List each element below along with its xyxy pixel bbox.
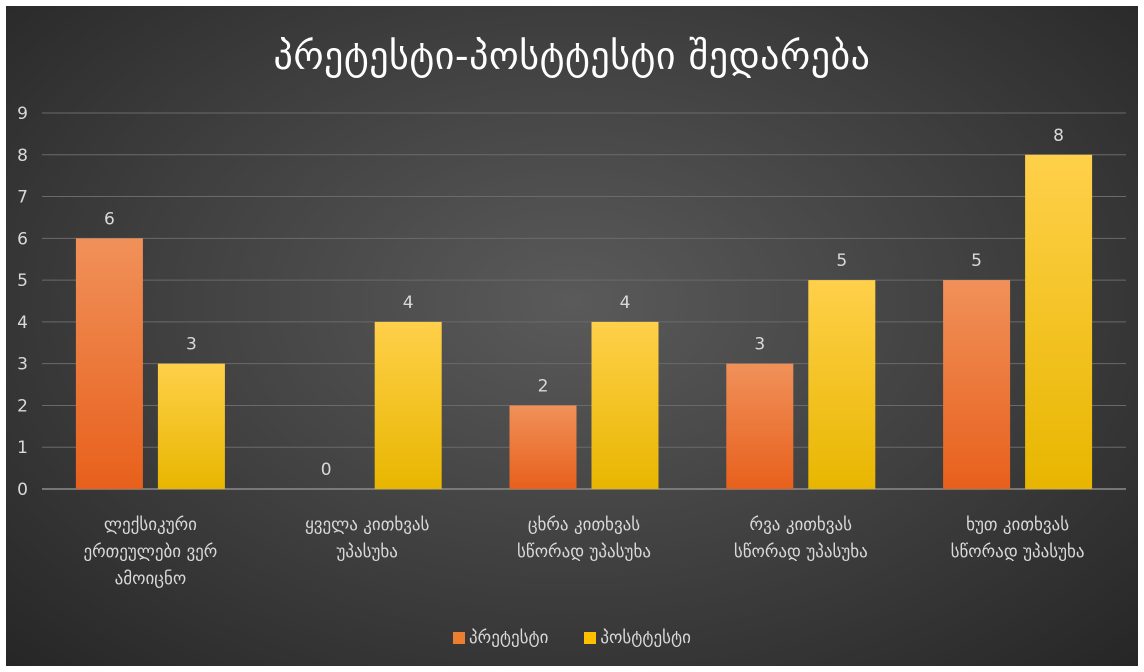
x-tick-label: ცხრა კითხვას სწორად უპასუხა [517, 515, 651, 562]
data-label: 5 [971, 251, 982, 271]
bar-pretest [726, 363, 794, 489]
data-label: 5 [836, 251, 847, 271]
legend-item-pretest: პრეტესტი [453, 628, 548, 648]
chart-frame: პრეტესტი-პოსტტესტი შედარება 0 1 2 3 4 5 6 7 8 9 6 3… [6, 6, 1138, 666]
x-tick-label-line: სწორად უპასუხა [734, 542, 868, 562]
x-tick-label-line: ამოიცნო [115, 569, 187, 589]
chart-title: პრეტესტი-პოსტტესტი შედარება [273, 34, 871, 78]
bar-posttest [591, 321, 659, 489]
x-tick-label-line: ლექსიკური [104, 515, 197, 535]
x-tick-label-line: ყველა კითხვას [305, 515, 430, 535]
y-tick-label: 0 [17, 480, 28, 500]
bar-pretest [509, 405, 577, 489]
y-tick-label: 1 [17, 438, 28, 458]
y-tick-label: 4 [17, 313, 28, 333]
bar-posttest [374, 321, 442, 489]
x-tick-label: ყველა კითხვას უპასუხა [305, 515, 430, 562]
data-label: 6 [104, 209, 115, 229]
legend-swatch-posttest [584, 632, 597, 644]
x-tick-label: რვა კითხვას სწორად უპასუხა [734, 515, 868, 562]
data-label: 0 [321, 460, 332, 480]
x-tick-label-line: უპასუხა [336, 542, 397, 562]
y-tick-label: 9 [17, 104, 28, 124]
legend-label-posttest: პოსტტესტი [600, 628, 691, 648]
data-label: 8 [1053, 126, 1064, 146]
data-label: 4 [620, 293, 631, 313]
y-tick-label: 3 [17, 355, 28, 375]
legend-item-posttest: პოსტტესტი [584, 628, 691, 648]
y-tick-label: 7 [17, 188, 28, 208]
y-tick-label: 6 [17, 229, 28, 249]
x-tick-label: ხუთ კითხვას სწორად უპასუხა [951, 515, 1085, 562]
x-tick-label-line: სწორად უპასუხა [517, 542, 651, 562]
x-tick-label-line: რვა კითხვას [750, 515, 853, 535]
chart-plot-area: 0 1 2 3 4 5 6 7 8 9 6 3 ლექსიკური ერთეულები ვერ ამოიცნ… [17, 104, 1126, 589]
x-tick-label-line: ხუთ კითხვას [966, 515, 1069, 535]
y-tick-label: 2 [17, 396, 28, 416]
x-tick-label-line: სწორად უპასუხა [951, 542, 1085, 562]
legend: პრეტესტი პოსტტესტი [6, 628, 1138, 648]
x-tick-label-line: ერთეულები ვერ [83, 542, 217, 562]
data-label: 3 [754, 335, 765, 355]
y-tick-label: 8 [17, 146, 28, 166]
data-label: 3 [186, 335, 197, 355]
bar-pretest [75, 238, 143, 489]
x-tick-label: ლექსიკური ერთეულები ვერ ამოიცნო [83, 515, 217, 589]
bar-posttest [157, 363, 225, 489]
bar-pretest [943, 280, 1011, 489]
legend-label-pretest: პრეტესტი [469, 628, 549, 648]
bar-posttest [808, 280, 876, 489]
data-label: 4 [403, 293, 414, 313]
x-tick-label-line: ცხრა კითხვას [528, 515, 640, 535]
y-tick-label: 5 [17, 271, 28, 291]
data-label: 2 [538, 376, 549, 396]
bar-posttest [1025, 154, 1093, 489]
legend-swatch-pretest [453, 632, 466, 644]
